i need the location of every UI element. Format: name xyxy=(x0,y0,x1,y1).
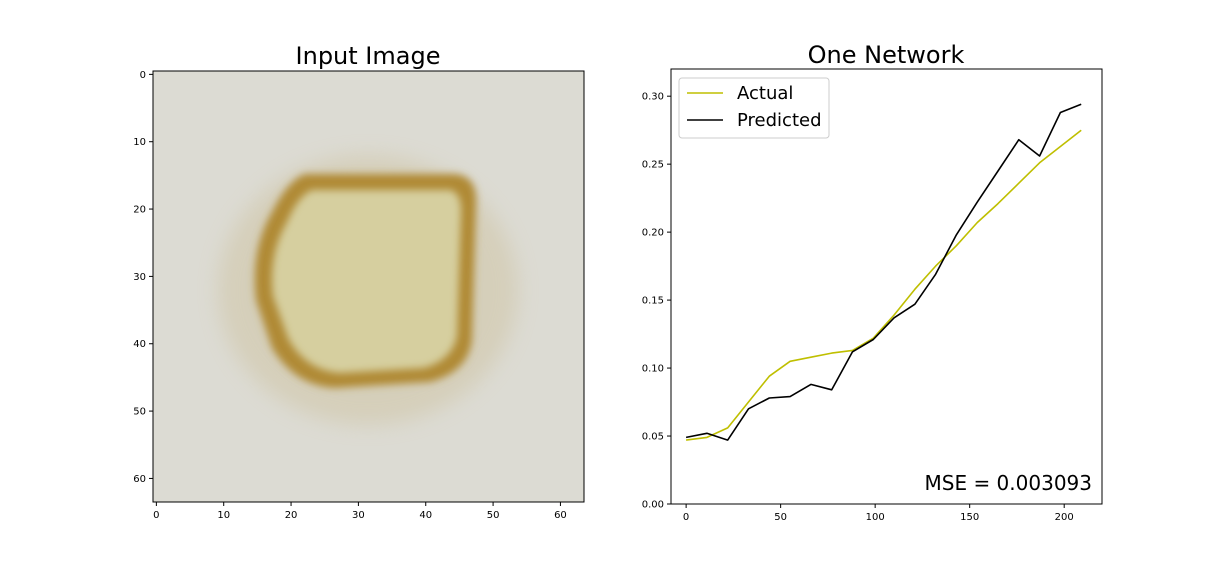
chart-y-tick-label: 0.20 xyxy=(642,228,664,239)
object-fill xyxy=(271,190,462,373)
chart-y-tick-label: 0.25 xyxy=(642,160,664,171)
line-chart-panel: One Network 0 50 100 150 200 0.00 0.05 0.10 0.15… xyxy=(642,41,1103,523)
legend: Actual Predicted xyxy=(678,77,830,139)
plot-area xyxy=(670,68,1103,505)
chart-y-tick-label: 0.30 xyxy=(642,92,664,103)
chart-x-tick-label: 150 xyxy=(960,512,979,523)
chart-y-tick-label: 0.10 xyxy=(642,364,664,375)
chart-y-tick-label: 0.05 xyxy=(642,432,664,443)
image-x-tick-label: 10 xyxy=(217,510,230,521)
image-x-tick-label: 30 xyxy=(352,510,365,521)
image-x-tick-label: 50 xyxy=(487,510,500,521)
legend-label-actual: Actual xyxy=(737,83,793,104)
input-image-axes: 0 10 20 30 40 50 60 0 10 20 30 40 50 60 xyxy=(133,70,567,521)
chart-y-tick-label: 0.00 xyxy=(642,500,664,511)
chart-x-tick-label: 0 xyxy=(683,512,689,523)
chart-x-tick-label: 100 xyxy=(866,512,885,523)
legend-label-predicted: Predicted xyxy=(737,110,822,131)
input-image xyxy=(153,71,584,502)
series-line-actual xyxy=(685,129,1082,441)
image-x-tick-label: 60 xyxy=(554,510,567,521)
mse-annotation: MSE = 0.003093 xyxy=(925,471,1093,495)
image-y-tick-label: 0 xyxy=(140,70,146,81)
input-image-title: Input Image xyxy=(296,42,441,70)
chart-x-tick-label: 200 xyxy=(1055,512,1074,523)
line-chart-title: One Network xyxy=(808,41,965,69)
image-y-tick-label: 10 xyxy=(133,137,146,148)
image-x-tick-label: 40 xyxy=(419,510,432,521)
series-layer xyxy=(685,103,1082,441)
input-image-panel: Input Image 0 10 20 30 40 50 60 0 10 20 30 40 50 60 xyxy=(133,42,585,521)
image-y-tick-label: 60 xyxy=(133,474,146,485)
image-frame xyxy=(152,70,585,503)
chart-x-tick-label: 50 xyxy=(774,512,787,523)
series-line-predicted xyxy=(685,103,1082,441)
line-chart-axes: 0 50 100 150 200 0.00 0.05 0.10 0.15 0.20 0.25 0.30 xyxy=(642,92,1074,523)
image-x-tick-label: 0 xyxy=(153,510,159,521)
image-y-tick-label: 50 xyxy=(133,407,146,418)
image-y-tick-label: 40 xyxy=(133,339,146,350)
image-y-tick-label: 20 xyxy=(133,205,146,216)
image-y-tick-label: 30 xyxy=(133,272,146,283)
image-x-tick-label: 20 xyxy=(285,510,298,521)
chart-y-tick-label: 0.15 xyxy=(642,296,664,307)
